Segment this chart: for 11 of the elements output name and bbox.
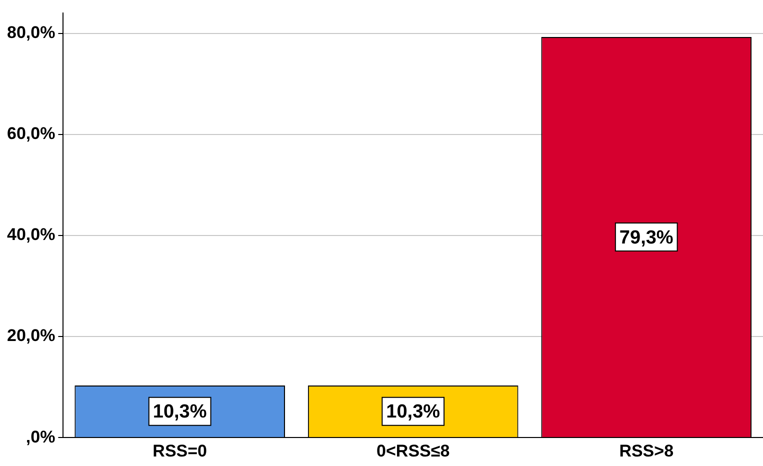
y-tick-label: 20,0% [7, 326, 56, 346]
y-tick-label: 40,0% [7, 225, 56, 244]
data-label: 79,3% [619, 227, 674, 248]
y-tick-label: 60,0% [7, 124, 56, 144]
x-tick-label: RSS=0 [152, 441, 208, 460]
y-tick-label: ,0% [26, 427, 56, 446]
x-tick-label: RSS>8 [619, 441, 674, 460]
data-label: 10,3% [152, 402, 207, 423]
data-label: 10,3% [386, 402, 440, 423]
x-tick-label: 0<RSS≤8 [376, 441, 450, 460]
y-tick-label: 80,0% [7, 23, 56, 42]
